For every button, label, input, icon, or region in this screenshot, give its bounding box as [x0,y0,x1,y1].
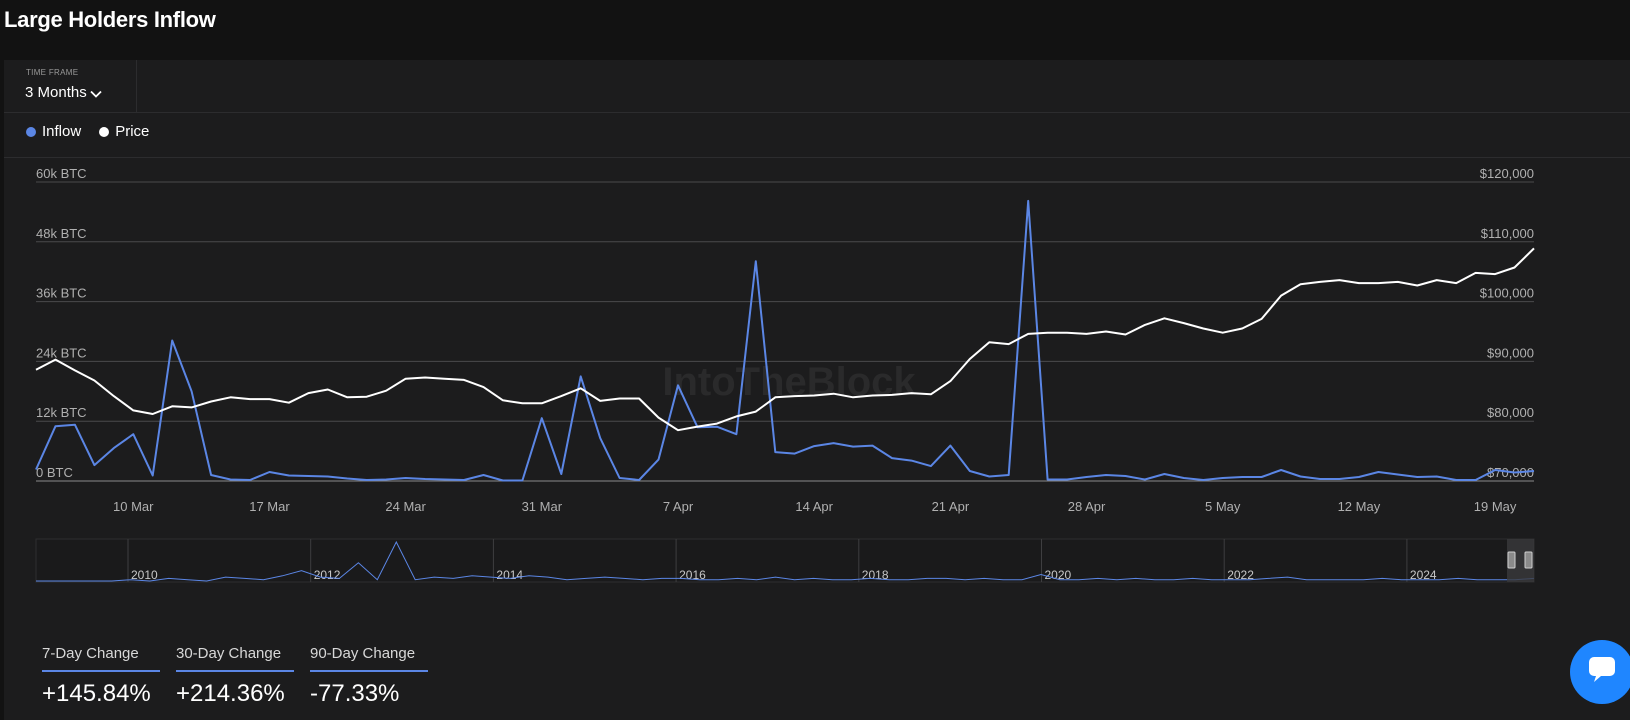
y-right-tick-label: $90,000 [1487,345,1534,360]
page-title: Large Holders Inflow [4,7,216,32]
x-tick-label: 7 Apr [663,499,694,514]
stat-label[interactable]: 7-Day Change [42,645,160,672]
y-left-tick-label: 48k BTC [36,226,87,241]
navigator-line [36,540,1535,582]
time-frame-control: TIME FRAME 3 Months [4,60,137,112]
chat-button[interactable] [1570,640,1630,704]
series-line-inflow [35,199,1535,482]
legend-dot-inflow [26,126,36,137]
series-line-price [35,247,1535,432]
x-tick-label: 5 May [1205,499,1241,514]
legend-label-price: Price [115,123,150,140]
navigator-handle-left[interactable] [1507,551,1516,569]
time-frame-label: TIME FRAME [26,68,79,77]
x-tick-label: 24 Mar [385,499,426,514]
stat-30-day: 30-Day Change +214.36% [176,645,294,708]
chat-icon [1589,657,1615,682]
change-stats: 7-Day Change +145.84% 30-Day Change +214… [42,645,428,708]
navigator-year-label: 2024 [1410,568,1437,582]
navigator-year-label: 2022 [1227,568,1254,582]
legend-dot-price [99,126,110,137]
divider [4,112,1630,113]
chevron-down-icon [90,90,102,98]
stat-7-day: 7-Day Change +145.84% [42,645,160,708]
x-tick-label: 28 Apr [1068,499,1106,514]
stat-value: +145.84% [42,680,151,707]
y-left-tick-label: 60k BTC [36,166,87,181]
time-frame-select[interactable]: 3 Months [25,84,102,101]
chart-legend: Inflow Price [26,123,149,140]
divider [4,157,1630,158]
stat-90-day: 90-Day Change -77.33% [310,645,428,708]
navigator-year-label: 2012 [314,568,341,582]
y-right-tick-label: $80,000 [1487,405,1534,420]
x-tick-label: 14 Apr [795,499,833,514]
chart-panel: TIME FRAME 3 Months Inflow Price IntoThe… [4,60,1630,720]
x-tick-label: 10 Mar [113,499,154,514]
stat-label[interactable]: 30-Day Change [176,645,294,672]
stat-label[interactable]: 90-Day Change [310,645,428,672]
legend-item-inflow[interactable]: Inflow [26,123,81,140]
legend-item-price[interactable]: Price [99,123,149,140]
y-right-tick-label: $110,000 [1481,226,1534,241]
navigator-year-label: 2010 [131,568,158,582]
y-left-tick-label: 0 BTC [36,465,73,480]
navigator-handle-right[interactable] [1524,551,1533,569]
x-tick-label: 31 Mar [522,499,563,514]
navigator-year-label: 2020 [1045,568,1072,582]
navigator-area [35,538,1535,583]
y-right-tick-label: $100,000 [1480,286,1534,301]
x-tick-label: 19 May [1474,499,1517,514]
legend-label-inflow: Inflow [42,123,82,140]
stat-value: +214.36% [176,680,285,707]
x-tick-label: 17 Mar [249,499,290,514]
navigator-year-label: 2018 [862,568,889,582]
y-left-tick-label: 12k BTC [36,405,87,420]
time-frame-value: 3 Months [25,84,87,101]
navigator-year-label: 2014 [496,568,523,582]
y-left-tick-label: 36k BTC [36,286,87,301]
y-right-tick-label: $120,000 [1480,166,1534,181]
page-header: Large Holders Inflow [0,0,1630,60]
stat-value: -77.33% [310,680,400,707]
x-tick-label: 21 Apr [932,499,970,514]
y-left-tick-label: 24k BTC [36,345,87,360]
x-tick-label: 12 May [1338,499,1381,514]
